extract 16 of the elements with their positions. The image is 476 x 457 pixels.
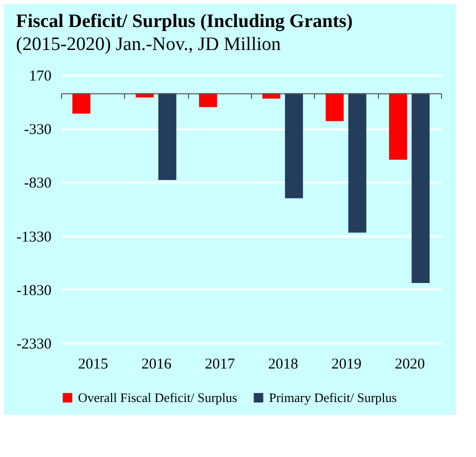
y-tick-label: -2330 [16,336,52,352]
x-tick-label: 2017 [204,356,236,372]
y-tick-label: -1330 [16,229,52,246]
x-tick-label: 2020 [394,356,425,372]
legend-label: Primary Deficit/ Surplus [269,390,397,405]
y-tick-label: -830 [24,176,52,192]
x-tick-label: 2015 [78,356,108,372]
legend-label: Overall Fiscal Deficit/ Surplus [78,390,238,405]
y-tick-label: -330 [24,122,52,138]
chart-title: Fiscal Deficit/ Surplus (Including Grants) [16,11,353,32]
y-tick-label: -1830 [16,282,52,299]
chart-subtitle: (2015-2020) Jan.-Nov., JD Million [16,34,282,55]
y-tick-label: 170 [29,68,52,84]
x-tick-label: 2016 [142,356,172,372]
x-tick-label: 2018 [268,356,298,372]
x-tick-label: 2019 [332,356,362,372]
